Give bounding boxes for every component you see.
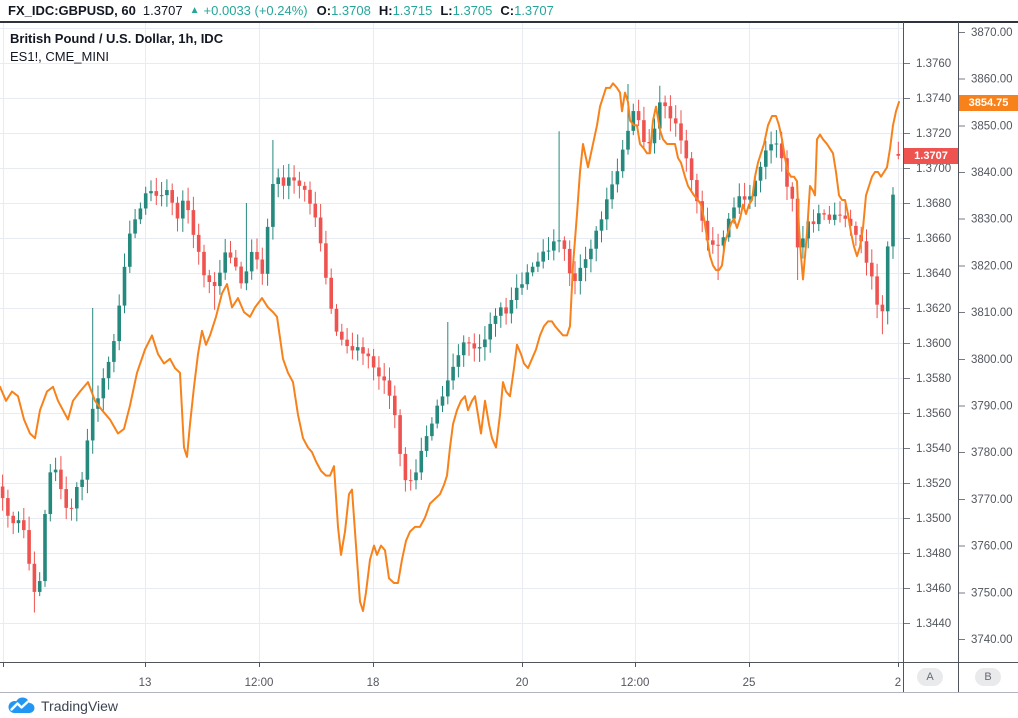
- grid-lines: [0, 23, 903, 662]
- low-value: 1.3705: [452, 3, 493, 18]
- svg-text:3860.00: 3860.00: [971, 74, 1013, 86]
- up-arrow-icon: ▲: [189, 5, 200, 16]
- low-label: L:: [440, 3, 453, 18]
- svg-text:1.3520: 1.3520: [916, 478, 951, 490]
- price-scale-a-button[interactable]: A: [917, 668, 943, 686]
- time-scale[interactable]: [0, 663, 903, 692]
- svg-text:1.3620: 1.3620: [916, 303, 951, 315]
- last-price: 1.3707: [142, 3, 183, 18]
- svg-text:20: 20: [516, 677, 529, 689]
- svg-text:18: 18: [367, 677, 380, 689]
- svg-text:13: 13: [139, 677, 152, 689]
- svg-text:1.3700: 1.3700: [916, 163, 951, 175]
- svg-text:1.3540: 1.3540: [916, 443, 951, 455]
- es-line-series: [0, 82, 900, 612]
- svg-text:12:00: 12:00: [621, 677, 650, 689]
- svg-text:3800.00: 3800.00: [971, 354, 1013, 366]
- svg-text:1.3680: 1.3680: [916, 198, 951, 210]
- svg-text:2: 2: [895, 677, 901, 689]
- svg-text:1.3580: 1.3580: [916, 373, 951, 385]
- svg-text:1.3560: 1.3560: [916, 408, 951, 420]
- svg-text:1.3600: 1.3600: [916, 338, 951, 350]
- svg-text:3780.00: 3780.00: [971, 447, 1013, 459]
- svg-text:3790.00: 3790.00: [971, 401, 1013, 413]
- open-value: 1.3708: [331, 3, 371, 18]
- svg-text:1.3500: 1.3500: [916, 513, 951, 525]
- tradingview-cloud-icon: [8, 697, 35, 713]
- price-scale-labels: 1.3760 1.3740 1.3720 1.3700 1.3680 1.3660 1.36…: [904, 27, 1013, 646]
- ohlc-values: O:1.3708 H:1.3715 L:1.3705 C:1.3707: [317, 3, 554, 18]
- svg-text:3750.00: 3750.00: [971, 587, 1013, 599]
- svg-text:3740.00: 3740.00: [971, 634, 1013, 646]
- ohlc-status-bar: FX_IDC:GBPUSD, 60 1.3707 ▲ +0.0033 (+0.2…: [0, 0, 1018, 21]
- borders: [0, 21, 1018, 693]
- svg-text:3810.00: 3810.00: [971, 307, 1013, 319]
- price-scale-gbpusd[interactable]: [904, 23, 958, 662]
- close-value: 1.3707: [514, 3, 554, 18]
- high-label: H:: [378, 3, 393, 18]
- high-value: 1.3715: [392, 3, 433, 18]
- svg-text:3870.00: 3870.00: [971, 27, 1013, 39]
- legend-main-series[interactable]: British Pound / U.S. Dollar, 1h, IDC: [10, 31, 224, 46]
- svg-text:3830.00: 3830.00: [971, 214, 1013, 226]
- svg-text:1.3440: 1.3440: [916, 618, 951, 630]
- svg-text:1.3720: 1.3720: [916, 128, 951, 140]
- close-label: C:: [500, 3, 515, 18]
- svg-text:3770.00: 3770.00: [971, 494, 1013, 506]
- last-price-label-es: 3854.75: [959, 95, 1018, 111]
- price-scale-b-button[interactable]: B: [975, 668, 1001, 686]
- last-price-label-gbpusd: 1.3707: [904, 148, 958, 164]
- svg-text:12:00: 12:00: [245, 677, 274, 689]
- symbol-title[interactable]: FX_IDC:GBPUSD, 60: [8, 3, 136, 18]
- svg-text:3820.00: 3820.00: [971, 260, 1013, 272]
- svg-text:3760.00: 3760.00: [971, 541, 1013, 553]
- candlestick-series: [0, 84, 901, 613]
- price-change: +0.0033 (+0.24%): [203, 3, 308, 18]
- tradingview-logo[interactable]: TradingView: [7, 697, 118, 714]
- svg-text:1.3740: 1.3740: [916, 93, 951, 105]
- tradingview-logo-text: TradingView: [41, 697, 119, 714]
- time-axis-labels: 13 12:00 18 20 12:00 25 2: [3, 662, 901, 689]
- open-label: O:: [316, 3, 332, 18]
- svg-text:3840.00: 3840.00: [971, 167, 1013, 179]
- chart-legend: British Pound / U.S. Dollar, 1h, IDC ES1…: [10, 30, 223, 66]
- svg-text:1.3480: 1.3480: [916, 548, 951, 560]
- svg-text:25: 25: [743, 677, 756, 689]
- svg-text:3850.00: 3850.00: [971, 120, 1013, 132]
- legend-overlay-series[interactable]: ES1!, CME_MINI: [10, 49, 109, 64]
- svg-text:1.3460: 1.3460: [916, 583, 951, 595]
- price-scale-es[interactable]: [959, 23, 1018, 662]
- svg-text:1.3760: 1.3760: [916, 58, 951, 70]
- svg-text:1.3640: 1.3640: [916, 268, 951, 280]
- svg-text:1.3660: 1.3660: [916, 233, 951, 245]
